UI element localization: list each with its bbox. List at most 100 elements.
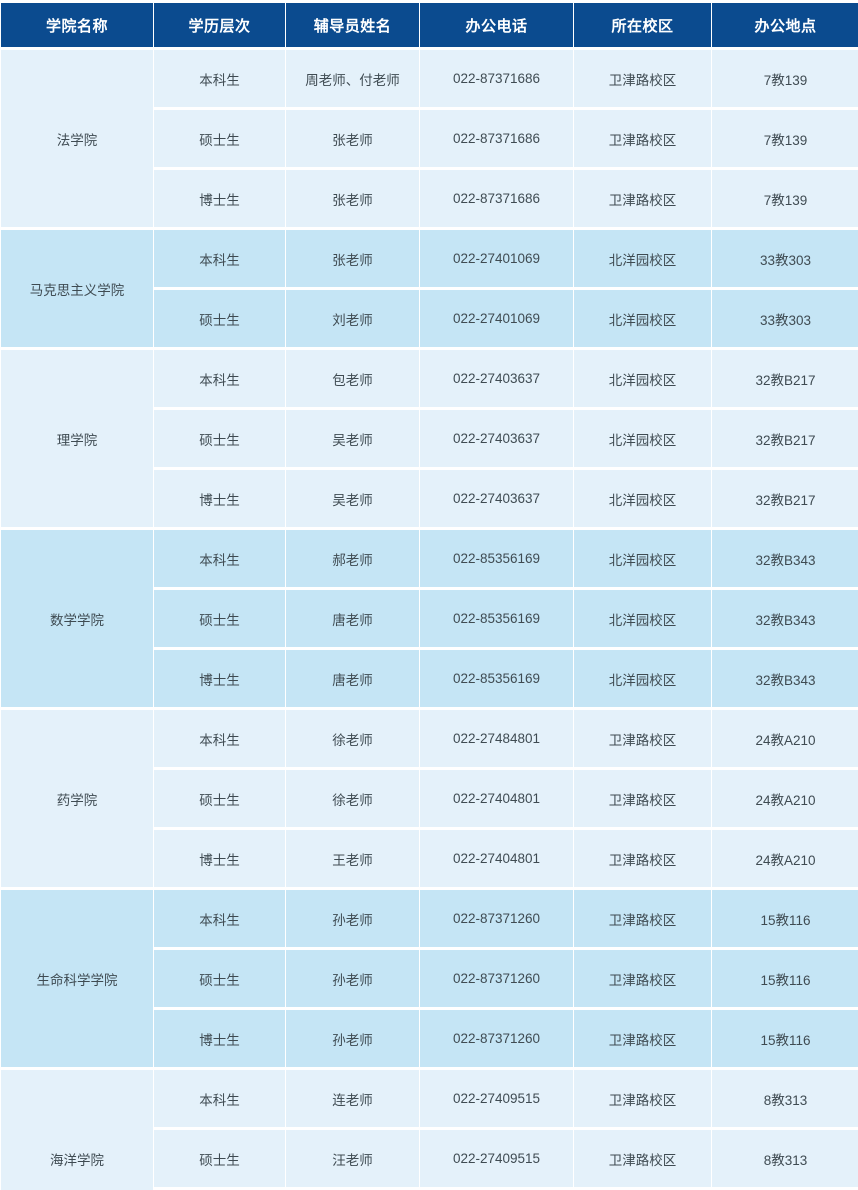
cell-counselor-name: 孙老师 (286, 1010, 419, 1067)
cell-level: 本科生 (154, 50, 285, 107)
cell-office-phone: 022-27403637 (420, 470, 573, 527)
table-row: 硕士生 徐老师 022-27404801 卫津路校区 24教A210 (1, 770, 858, 827)
cell-campus: 卫津路校区 (574, 1010, 711, 1067)
cell-office-location: 8教313 (712, 1070, 858, 1127)
cell-campus: 卫津路校区 (574, 710, 711, 767)
cell-level: 硕士生 (154, 590, 285, 647)
cell-level: 博士生 (154, 1010, 285, 1067)
cell-campus: 卫津路校区 (574, 110, 711, 167)
cell-office-phone: 022-87371686 (420, 50, 573, 107)
cell-office-location: 32教B217 (712, 470, 858, 527)
cell-counselor-name: 包老师 (286, 350, 419, 407)
cell-level: 硕士生 (154, 950, 285, 1007)
cell-counselor-name: 徐老师 (286, 710, 419, 767)
table-row: 硕士生 孙老师 022-87371260 卫津路校区 15教116 (1, 950, 858, 1007)
cell-campus: 北洋园校区 (574, 650, 711, 707)
cell-college: 数学学院 (1, 530, 153, 707)
cell-campus: 北洋园校区 (574, 350, 711, 407)
cell-campus: 北洋园校区 (574, 230, 711, 287)
cell-counselor-name: 周老师、付老师 (286, 50, 419, 107)
table-row: 博士生 吴老师 022-27403637 北洋园校区 32教B217 (1, 470, 858, 527)
cell-counselor-name: 吴老师 (286, 410, 419, 467)
cell-campus: 北洋园校区 (574, 590, 711, 647)
cell-college: 药学院 (1, 710, 153, 887)
cell-office-phone: 022-27401069 (420, 230, 573, 287)
cell-campus: 卫津路校区 (574, 1130, 711, 1187)
cell-level: 硕士生 (154, 290, 285, 347)
cell-office-phone: 022-87371260 (420, 890, 573, 947)
cell-office-location: 33教303 (712, 290, 858, 347)
column-header-college: 学院名称 (1, 3, 153, 47)
cell-office-location: 24教A210 (712, 710, 858, 767)
cell-office-phone: 022-27409515 (420, 1130, 573, 1187)
cell-campus: 北洋园校区 (574, 290, 711, 347)
column-header-office: 办公地点 (712, 3, 858, 47)
cell-office-phone: 022-27404801 (420, 830, 573, 887)
cell-campus: 北洋园校区 (574, 530, 711, 587)
cell-level: 博士生 (154, 650, 285, 707)
cell-office-location: 8教313 (712, 1130, 858, 1187)
table-header-row: 学院名称 学历层次 辅导员姓名 办公电话 所在校区 办公地点 (1, 3, 858, 47)
cell-counselor-name: 吴老师 (286, 470, 419, 527)
cell-counselor-name: 唐老师 (286, 590, 419, 647)
cell-office-location: 15教116 (712, 1010, 858, 1067)
cell-office-location: 32教B343 (712, 590, 858, 647)
cell-office-phone: 022-27484801 (420, 710, 573, 767)
cell-campus: 卫津路校区 (574, 830, 711, 887)
cell-office-phone: 022-87371260 (420, 1010, 573, 1067)
table-body: 法学院 本科生 周老师、付老师 022-87371686 卫津路校区 7教139 硕士生 张老… (1, 50, 858, 1190)
table-row: 生命科学学院 本科生 孙老师 022-87371260 卫津路校区 15教116 (1, 890, 858, 1067)
cell-office-phone: 022-27404801 (420, 770, 573, 827)
cell-college: 生命科学学院 (1, 890, 153, 1067)
cell-counselor-name: 汪老师 (286, 1130, 419, 1187)
cell-office-location: 7教139 (712, 110, 858, 167)
table-header: 学院名称 学历层次 辅导员姓名 办公电话 所在校区 办公地点 (1, 3, 858, 47)
cell-level: 本科生 (154, 230, 285, 287)
cell-office-phone: 022-85356169 (420, 530, 573, 587)
table-row: 药学院 本科生 徐老师 022-27484801 卫津路校区 24教A210 (1, 710, 858, 887)
cell-counselor-name: 张老师 (286, 110, 419, 167)
table-row: 马克思主义学院 本科生 张老师 022-27401069 北洋园校区 33教303 (1, 230, 858, 347)
cell-counselor-name: 郝老师 (286, 530, 419, 587)
cell-level: 本科生 (154, 530, 285, 587)
cell-office-phone: 022-27403637 (420, 410, 573, 467)
cell-campus: 北洋园校区 (574, 410, 711, 467)
table-row: 博士生 孙老师 022-87371260 卫津路校区 15教116 (1, 1010, 858, 1067)
column-header-name: 辅导员姓名 (286, 3, 419, 47)
cell-counselor-name: 孙老师 (286, 950, 419, 1007)
cell-office-phone: 022-85356169 (420, 650, 573, 707)
table-row: 博士生 张老师 022-87371686 卫津路校区 7教139 (1, 170, 858, 227)
cell-college: 理学院 (1, 350, 153, 527)
cell-office-location: 7教139 (712, 170, 858, 227)
table-row: 博士生 唐老师 022-85356169 北洋园校区 32教B343 (1, 650, 858, 707)
table-row: 数学学院 本科生 郝老师 022-85356169 北洋园校区 32教B343 (1, 530, 858, 707)
cell-office-location: 32教B217 (712, 350, 858, 407)
cell-level: 硕士生 (154, 110, 285, 167)
table-row: 硕士生 张老师 022-87371686 卫津路校区 7教139 (1, 110, 858, 167)
cell-counselor-name: 连老师 (286, 1070, 419, 1127)
table-row: 硕士生 唐老师 022-85356169 北洋园校区 32教B343 (1, 590, 858, 647)
cell-level: 博士生 (154, 830, 285, 887)
cell-campus: 卫津路校区 (574, 950, 711, 1007)
cell-college: 海洋学院 (1, 1070, 153, 1190)
cell-campus: 卫津路校区 (574, 170, 711, 227)
cell-counselor-name: 张老师 (286, 170, 419, 227)
cell-counselor-name: 王老师 (286, 830, 419, 887)
table-row: 理学院 本科生 包老师 022-27403637 北洋园校区 32教B217 (1, 350, 858, 527)
cell-office-location: 24教A210 (712, 770, 858, 827)
cell-office-location: 15教116 (712, 950, 858, 1007)
cell-counselor-name: 徐老师 (286, 770, 419, 827)
table-row: 硕士生 刘老师 022-27401069 北洋园校区 33教303 (1, 290, 858, 347)
table-row: 硕士生 吴老师 022-27403637 北洋园校区 32教B217 (1, 410, 858, 467)
column-header-campus: 所在校区 (574, 3, 711, 47)
cell-level: 博士生 (154, 470, 285, 527)
table-row: 硕士生 汪老师 022-27409515 卫津路校区 8教313 (1, 1130, 858, 1187)
cell-counselor-name: 唐老师 (286, 650, 419, 707)
cell-office-location: 15教116 (712, 890, 858, 947)
cell-office-phone: 022-87371686 (420, 110, 573, 167)
cell-office-location: 33教303 (712, 230, 858, 287)
cell-level: 本科生 (154, 710, 285, 767)
cell-office-location: 24教A210 (712, 830, 858, 887)
cell-college: 法学院 (1, 50, 153, 227)
